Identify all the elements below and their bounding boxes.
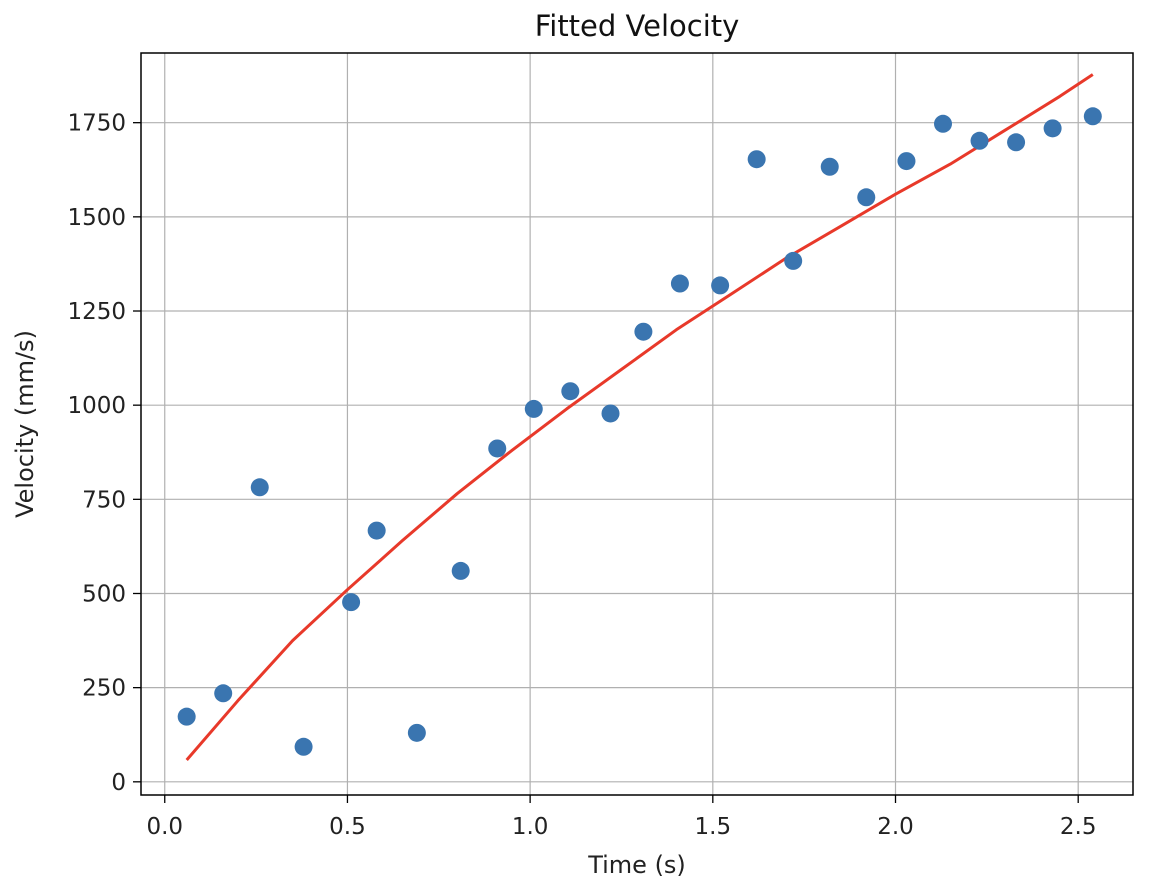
- data-point: [601, 404, 620, 423]
- data-point: [1043, 119, 1062, 138]
- y-tick-label: 1000: [67, 393, 126, 419]
- data-point: [670, 274, 689, 293]
- data-point: [342, 593, 361, 612]
- x-tick-label: 2.0: [877, 814, 914, 840]
- data-point: [820, 157, 839, 176]
- data-point: [897, 152, 916, 171]
- grid-lines: [141, 53, 1133, 795]
- data-point: [711, 276, 730, 295]
- data-point: [857, 188, 876, 207]
- x-tick-label: 0.0: [146, 814, 183, 840]
- data-point: [407, 723, 426, 742]
- y-tick-label: 250: [82, 676, 126, 702]
- x-tick-label: 1.5: [695, 814, 732, 840]
- y-tick-label: 500: [82, 581, 126, 607]
- data-point: [634, 322, 653, 341]
- plot-frame: [140, 52, 1134, 796]
- data-point: [747, 150, 766, 169]
- data-point: [294, 737, 313, 756]
- data-point: [934, 114, 953, 133]
- fitted-curve: [185, 73, 1094, 761]
- y-tick-label: 1500: [67, 205, 126, 231]
- data-point: [488, 439, 507, 458]
- y-axis-label: Velocity (mm/s): [11, 330, 39, 518]
- x-tick-label: 1.0: [512, 814, 549, 840]
- data-point: [250, 478, 269, 497]
- y-tick-label: 1750: [67, 111, 126, 137]
- data-point: [784, 251, 803, 270]
- data-point: [970, 131, 989, 150]
- data-point: [1083, 107, 1102, 126]
- data-point: [561, 382, 580, 401]
- data-point: [1007, 133, 1026, 152]
- data-point: [524, 399, 543, 418]
- y-tick-label: 1250: [67, 299, 126, 325]
- y-tick-label: 750: [82, 487, 126, 513]
- chart-title: Fitted Velocity: [535, 9, 740, 43]
- data-point: [451, 561, 470, 580]
- x-tick-label: 0.5: [329, 814, 366, 840]
- data-point: [177, 707, 196, 726]
- y-tick-label: 0: [111, 770, 126, 796]
- x-axis-label: Time (s): [587, 851, 686, 879]
- axis-ticks: 0.0 0.5 1.0 1.5 2.0 2.5 0 250 500 750 1000 1250 1500…: [67, 111, 1096, 840]
- data-point: [367, 521, 386, 540]
- x-tick-label: 2.5: [1060, 814, 1097, 840]
- plot-series: [177, 73, 1102, 761]
- data-point: [214, 684, 233, 703]
